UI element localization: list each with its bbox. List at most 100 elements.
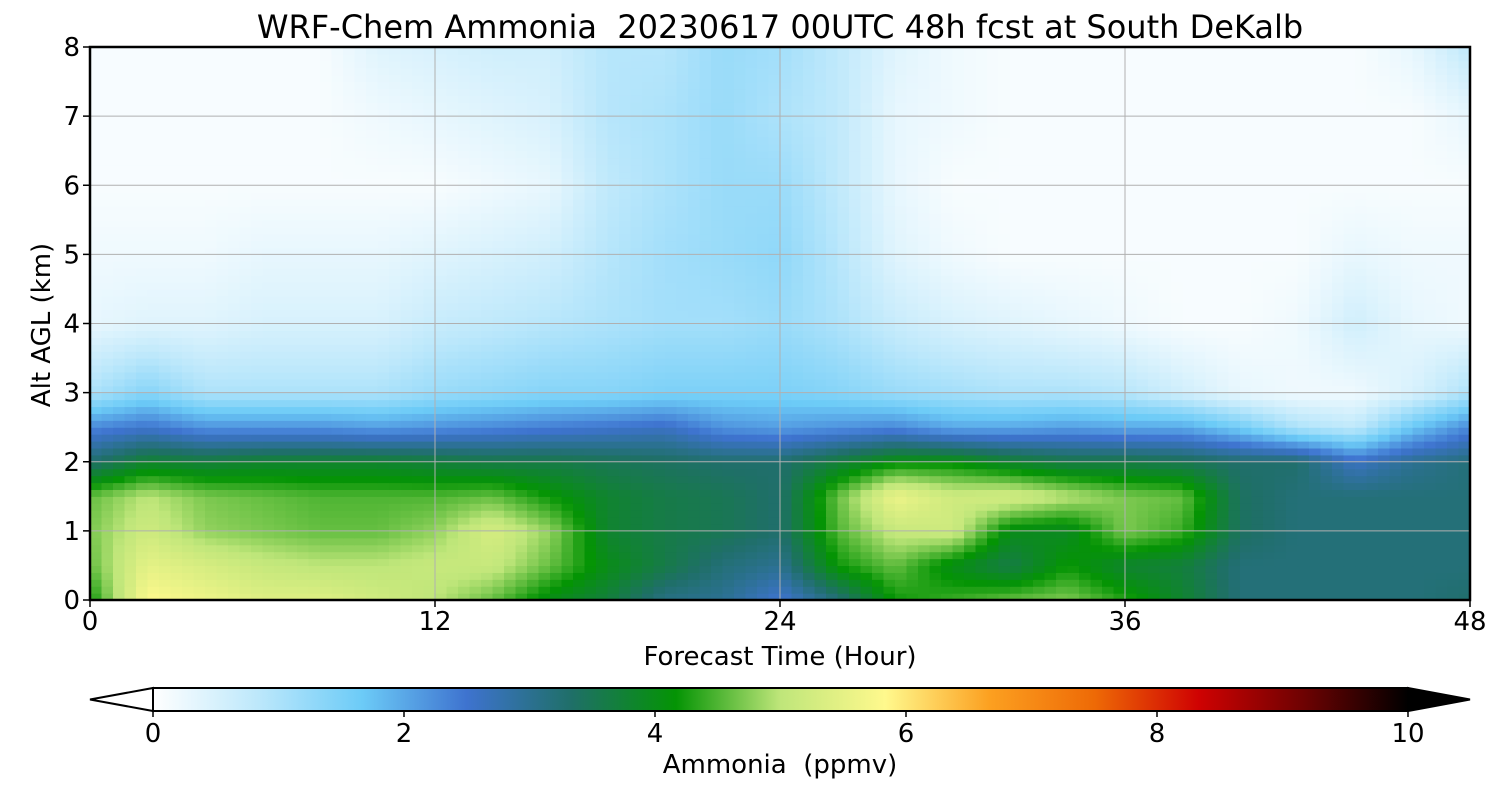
heatmap-cell [929,551,942,560]
heatmap-cell [308,496,321,504]
heatmap-cell [676,351,689,359]
heatmap-cell [1378,537,1391,546]
heatmap-cell [205,530,218,539]
heatmap-cell [860,427,873,435]
heatmap-cell [124,399,137,408]
heatmap-cell [918,510,931,518]
heatmap-cell [630,358,643,366]
heatmap-cell [343,551,356,560]
heatmap-cell [113,420,126,428]
heatmap-cell [745,447,758,456]
heatmap-cell [400,475,413,484]
heatmap-cell [826,378,839,387]
heatmap-cell [1251,392,1264,401]
heatmap-cell [1010,371,1023,380]
heatmap-cell [446,406,459,414]
heatmap-cell [676,399,689,408]
heatmap-cell [389,420,402,428]
heatmap-cell [768,565,781,573]
heatmap-cell [216,406,229,414]
heatmap-cell [849,517,862,525]
heatmap-cell [1021,364,1034,373]
heatmap-cell [527,434,540,442]
heatmap-cell [1205,413,1218,421]
heatmap-cell [90,517,103,525]
heatmap-cell [136,489,149,497]
heatmap-cell [860,434,873,442]
heatmap-cell [101,337,114,345]
heatmap-cell [251,454,264,463]
heatmap-cell [1263,385,1276,394]
heatmap-cell [205,427,218,435]
heatmap-cell [550,399,563,408]
heatmap-cell [676,309,689,318]
heatmap-cell [699,358,712,366]
heatmap-cell [159,447,172,456]
heatmap-cell [1067,441,1080,449]
heatmap-cell [147,454,160,463]
heatmap-cell [872,330,885,338]
heatmap-cell [1148,530,1161,539]
heatmap-cell [630,316,643,325]
heatmap-cell [124,447,137,456]
heatmap-cell [872,344,885,352]
heatmap-cell [1240,482,1253,490]
heatmap-cell [722,364,735,373]
heatmap-cell [895,593,908,601]
heatmap-cell [860,371,873,380]
heatmap-cell [1194,489,1207,497]
heatmap-cell [1424,434,1437,442]
heatmap-cell [331,441,344,449]
heatmap-cell [1309,358,1322,366]
heatmap-cell [1251,468,1264,477]
heatmap-cell [964,579,977,587]
heatmap-cell [734,530,747,539]
heatmap-cell [791,399,804,408]
heatmap-cell [550,489,563,497]
heatmap-cell [239,392,252,401]
heatmap-cell [1148,517,1161,525]
heatmap-cell [216,337,229,345]
heatmap-cell [1044,330,1057,338]
heatmap-cell [481,371,494,380]
heatmap-cell [343,344,356,352]
heatmap-cell [228,323,241,332]
heatmap-cell [400,392,413,401]
heatmap-cell [826,351,839,359]
heatmap-cell [136,309,149,318]
heatmap-cell [136,530,149,539]
heatmap-cell [1182,461,1195,470]
heatmap-cell [1113,351,1126,359]
heatmap-cell [262,544,275,553]
heatmap-cell [814,406,827,414]
heatmap-cell [343,427,356,435]
heatmap-cell [550,330,563,338]
heatmap-cell [147,441,160,449]
heatmap-cell [1194,537,1207,546]
heatmap-cell [630,489,643,497]
heatmap-cell [1401,323,1414,332]
heatmap-cell [1263,482,1276,490]
heatmap-cell [389,468,402,477]
heatmap-cell [826,337,839,345]
heatmap-cell [101,544,114,553]
heatmap-cell [1182,593,1195,601]
heatmap-cell [1435,378,1448,387]
heatmap-cell [285,434,298,442]
heatmap-cell [1286,510,1299,518]
heatmap-cell [872,358,885,366]
heatmap-cell [1125,434,1138,442]
heatmap-cell [860,337,873,345]
heatmap-cell [1424,579,1437,587]
heatmap-cell [975,420,988,428]
heatmap-cell [1194,441,1207,449]
heatmap-cell [469,378,482,387]
heatmap-cell [1378,344,1391,352]
heatmap-cell [849,344,862,352]
heatmap-cell [239,475,252,484]
heatmap-cell [803,413,816,421]
heatmap-cell [987,593,1000,601]
heatmap-cell [446,323,459,332]
heatmap-cell [849,544,862,553]
heatmap-cell [1159,537,1172,546]
